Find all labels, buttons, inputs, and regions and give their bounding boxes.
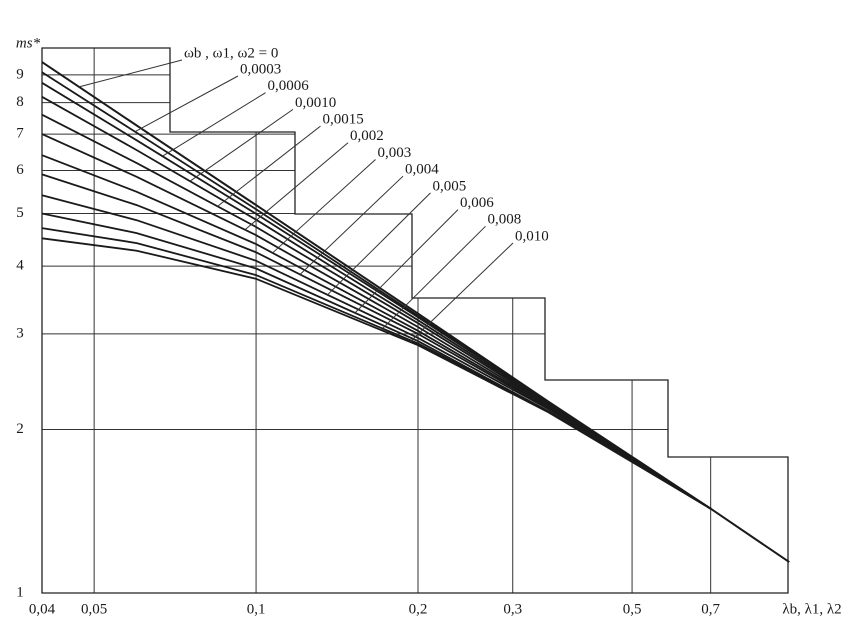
x-tick-label: 0,2 (409, 601, 428, 617)
leader-line (134, 75, 239, 133)
x-axis-label: λb, λ1, λ2 (782, 601, 841, 617)
curve (41, 237, 712, 510)
y-tick-label: 5 (16, 205, 24, 221)
x-tick-label: 0,1 (247, 601, 266, 617)
x-tick-label: 0,3 (503, 601, 522, 617)
curve-label: 0,002 (350, 128, 384, 144)
leader-line (217, 125, 321, 207)
leader-line (78, 59, 183, 88)
leader-line (189, 108, 294, 182)
leader-line (382, 225, 486, 329)
leader-line (409, 242, 514, 343)
leader-line (162, 92, 266, 157)
curve-label: 0,008 (488, 212, 522, 228)
leader-line (272, 159, 376, 254)
y-tick-label: 4 (16, 258, 24, 274)
curve-label: 0,0003 (240, 61, 281, 77)
x-tick-label: 0,7 (701, 601, 720, 617)
curve-label: 0,004 (405, 162, 439, 178)
leader-line (327, 192, 431, 296)
leader-line (244, 142, 349, 231)
y-tick-label: 6 (16, 162, 24, 178)
y-tick-label: 3 (16, 325, 24, 341)
x-tick-label: 0,05 (81, 601, 107, 617)
y-tick-label: 7 (16, 126, 24, 142)
curve-label: 0,0015 (323, 112, 364, 128)
curve-label: 0,0010 (295, 95, 336, 111)
curve-label: 0,003 (378, 145, 412, 161)
y-tick-label: 8 (16, 94, 24, 110)
curve (41, 194, 712, 510)
y-tick-label: 1 (16, 584, 24, 600)
leader-line (354, 209, 459, 314)
x-tick-label: 0,04 (29, 601, 56, 617)
grid-outline (41, 47, 789, 594)
y-tick-label: 2 (16, 421, 24, 437)
curve-label: 0,0006 (268, 78, 310, 94)
x-tick-label: 0,5 (623, 601, 642, 617)
curve-label: 0,006 (460, 195, 494, 211)
leader-line (299, 175, 404, 275)
curve-label: 0,005 (433, 178, 467, 194)
curve-label: 0,010 (515, 228, 549, 244)
curve-label: ωb , ω1, ω2 = 0 (184, 45, 278, 61)
y-tick-label: 9 (16, 66, 24, 82)
y-axis-label: ms* (16, 35, 41, 51)
